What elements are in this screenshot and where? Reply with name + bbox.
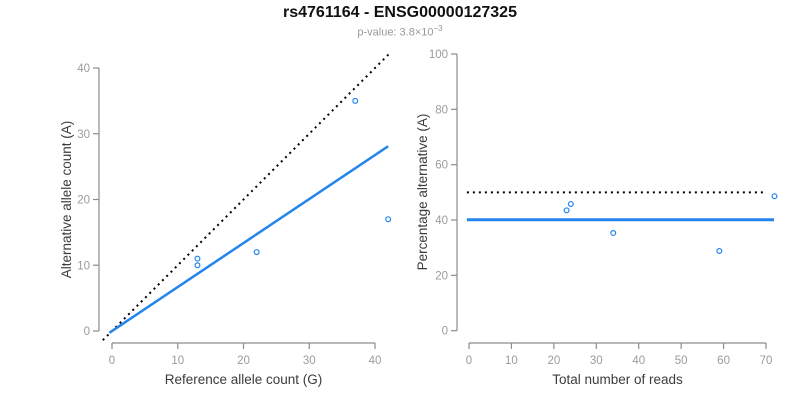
x-axis: 0 10 20 30 40 50 60 70 <box>466 342 773 367</box>
y-tick-label: 20 <box>77 195 90 207</box>
y-tick-label: 20 <box>435 270 448 282</box>
fit-line <box>108 145 389 334</box>
ref-vs-alt-allele-count-plot: 0 10 20 30 40 0 10 20 30 40 Reference allele count… <box>59 52 392 387</box>
data-points <box>194 97 392 269</box>
data-point <box>563 207 570 214</box>
y-axis-title: Percentage alternative (A) <box>415 114 430 271</box>
x-tick-label: 20 <box>237 355 250 367</box>
subtitle-base: p-value: 3.8×10 <box>357 26 434 39</box>
data-point <box>352 97 359 104</box>
y-tick-label: 10 <box>77 260 90 272</box>
x-tick-label: 0 <box>466 355 472 367</box>
data-points <box>563 193 778 255</box>
chart-header: rs4761164 - ENSG00000127325 p-value: 3.8… <box>0 0 800 39</box>
data-point <box>567 200 574 207</box>
y-tick-label: 0 <box>84 326 90 338</box>
x-tick-label: 50 <box>675 355 688 367</box>
y-axis: 0 10 20 30 40 <box>77 63 100 338</box>
x-tick-label: 40 <box>632 355 645 367</box>
x-tick-label: 60 <box>717 355 730 367</box>
reads-vs-percentage-plot: 0 20 40 60 80 100 0 10 20 30 40 50 60 70 Total number … <box>415 49 778 387</box>
plot-title: rs4761164 - ENSG00000127325 <box>283 4 517 21</box>
y-tick-label: 100 <box>429 49 448 61</box>
x-tick-label: 20 <box>547 355 560 367</box>
x-tick-label: 10 <box>171 355 184 367</box>
data-point <box>194 255 201 262</box>
plot-subtitle: p-value: 3.8×10−3 <box>0 24 800 39</box>
x-tick-label: 10 <box>505 355 518 367</box>
data-point <box>610 230 617 237</box>
y-axis-title: Alternative allele count (A) <box>59 121 74 279</box>
y-axis: 0 20 40 60 80 100 <box>429 49 458 338</box>
subtitle-exponent: −3 <box>433 24 443 33</box>
data-point <box>385 216 392 223</box>
y-tick-label: 30 <box>77 129 90 141</box>
data-point <box>253 249 260 256</box>
y-tick-label: 40 <box>77 63 90 75</box>
y-tick-label: 60 <box>435 160 448 172</box>
y-tick-label: 80 <box>435 104 448 116</box>
x-axis: 0 10 20 30 40 <box>109 342 382 367</box>
x-tick-label: 70 <box>760 355 773 367</box>
data-point <box>716 248 723 255</box>
x-axis-title: Total number of reads <box>552 372 683 387</box>
x-axis-title: Reference allele count (G) <box>165 372 323 387</box>
x-tick-label: 40 <box>369 355 382 367</box>
data-point <box>771 193 778 200</box>
identity-line <box>102 52 391 341</box>
data-point <box>194 262 201 269</box>
x-tick-label: 30 <box>303 355 316 367</box>
x-tick-label: 0 <box>109 355 115 367</box>
y-tick-label: 0 <box>442 326 448 338</box>
y-tick-label: 40 <box>435 215 448 227</box>
x-tick-label: 30 <box>590 355 603 367</box>
